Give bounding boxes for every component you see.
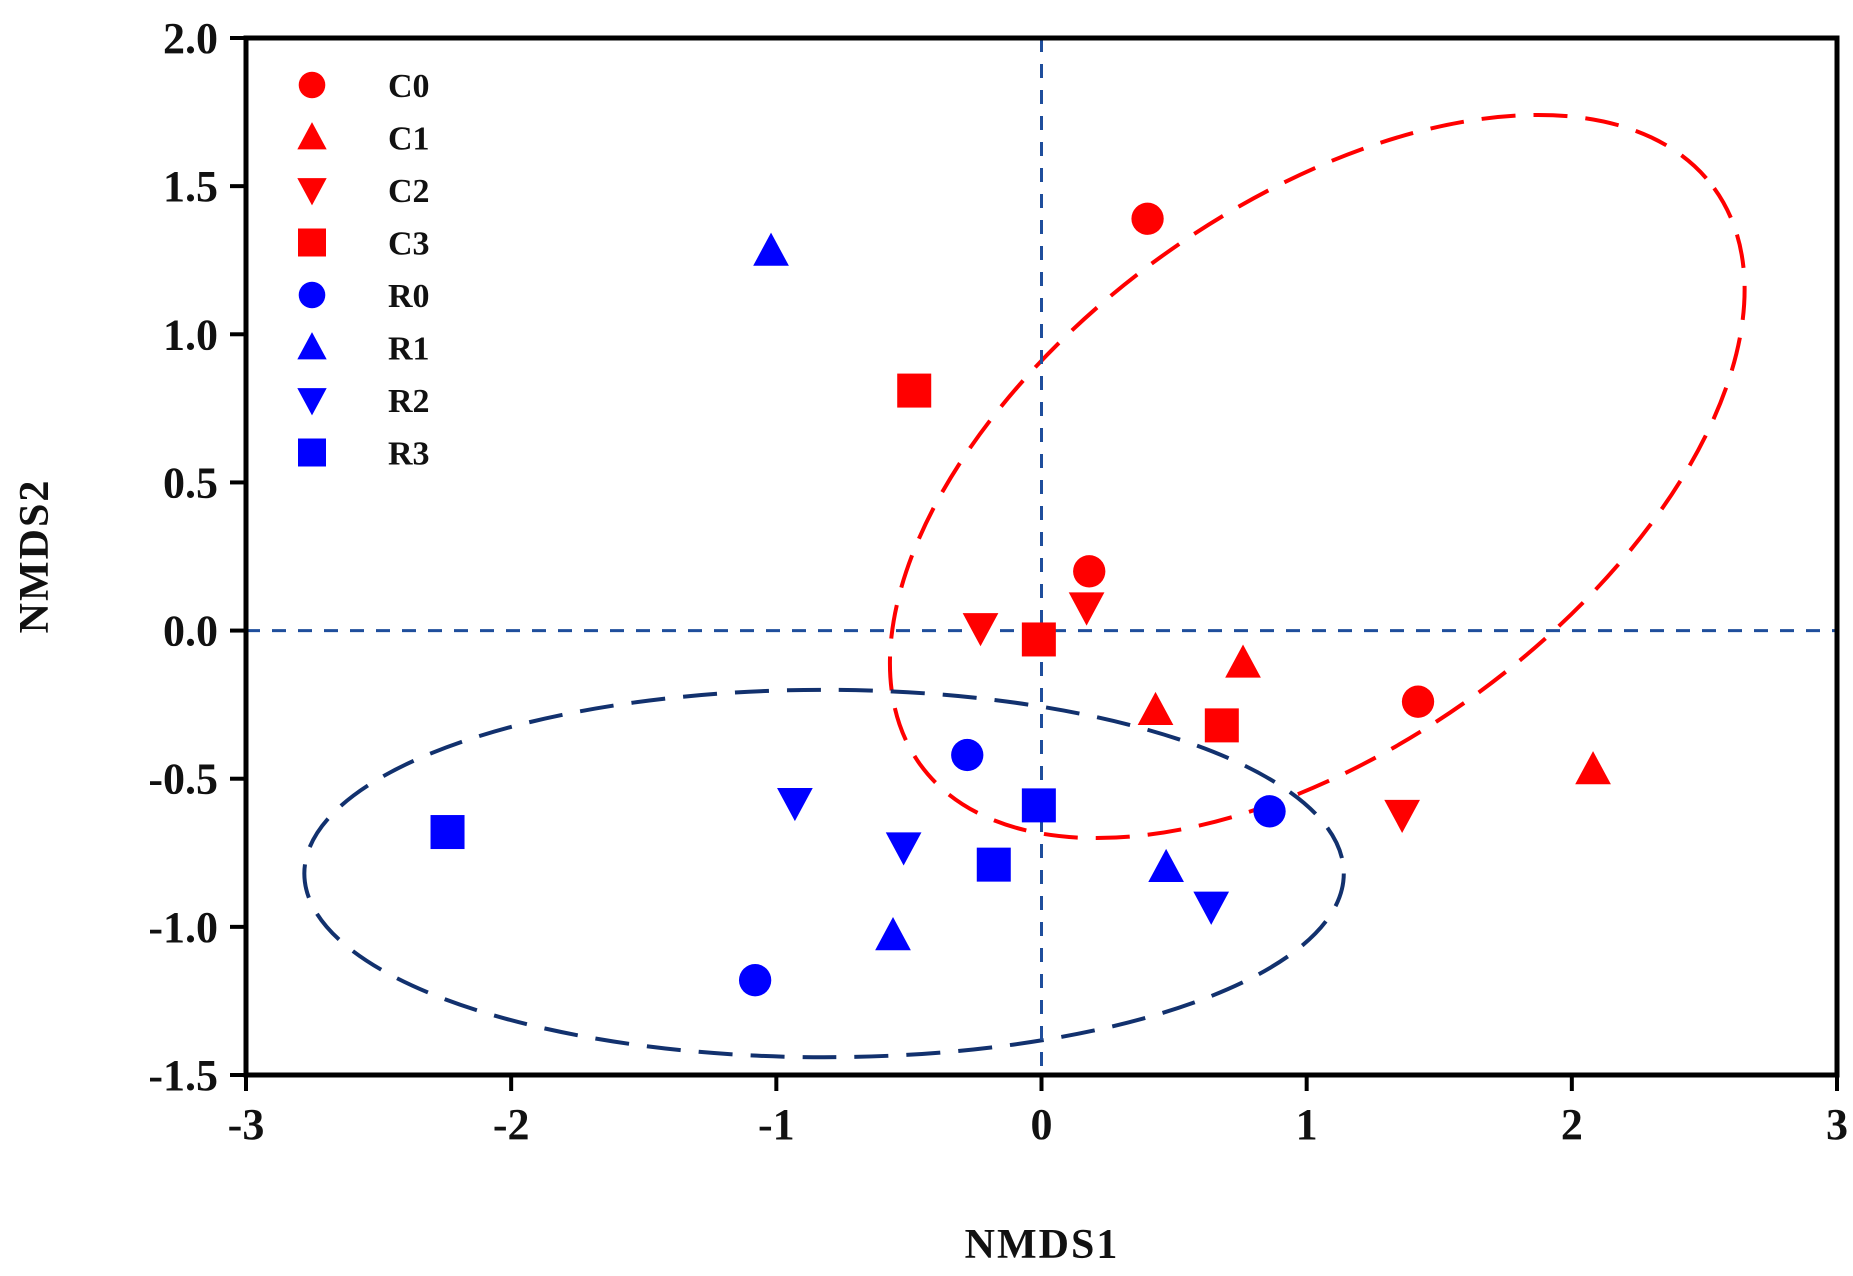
plot-frame (243, 35, 1840, 1078)
point-c2-1 (962, 613, 999, 647)
point-c0-3 (1401, 685, 1435, 718)
point-r1-2 (1148, 848, 1184, 883)
point-r0-2 (1253, 795, 1286, 828)
legend-marker-c1 (297, 122, 327, 150)
point-c2-2 (1068, 592, 1105, 626)
x-tick-label: 1 (1296, 1100, 1318, 1149)
point-c2-3 (1384, 799, 1420, 833)
y-tick-label: -0.5 (148, 755, 218, 804)
point-c1-2 (1137, 691, 1174, 726)
legend-marker-r0 (298, 281, 326, 309)
point-r2-1 (777, 787, 813, 822)
y-tick-label: -1.0 (148, 903, 218, 952)
x-tick-label: -3 (228, 1100, 265, 1149)
y-tick-label: -1.5 (148, 1051, 218, 1100)
legend-label-c2: C2 (388, 173, 430, 210)
legend-label-r3: R3 (388, 436, 430, 473)
point-r1-3 (875, 917, 911, 951)
legend-label-c0: C0 (388, 68, 430, 105)
legend-label-r1: R1 (388, 331, 430, 368)
legend: C0 C1 C2 C3 R0 R1 R2 R3 (297, 68, 430, 473)
y-tick-label: 2.0 (163, 14, 218, 63)
legend-marker-c2 (297, 178, 327, 206)
legend-marker-c3 (298, 228, 326, 257)
legend-marker-c0 (298, 71, 326, 99)
legend-label-c3: C3 (388, 226, 430, 263)
point-c3-3 (1204, 708, 1239, 743)
point-r0-1 (951, 738, 984, 772)
point-r1-1 (753, 232, 789, 266)
x-tick-label: 3 (1826, 1100, 1848, 1149)
x-tick-label: -2 (493, 1100, 530, 1149)
x-axis-label: NMDS1 (965, 1222, 1120, 1268)
y-tick-label: 0.0 (163, 607, 218, 656)
point-r3-2 (1021, 788, 1056, 823)
data-points (430, 202, 1611, 997)
point-c0-1 (1131, 202, 1164, 235)
ellipse-r-group (302, 687, 1346, 1060)
legend-marker-r1 (297, 332, 327, 360)
point-c3-1 (897, 373, 932, 408)
axis-ticks: -3 -2 -1 0 1 2 3 -1.5 -1.0 -0.5 0.0 0.5 1.0 1.5 2.0 (148, 14, 1848, 1149)
legend-marker-r3 (298, 438, 326, 467)
x-tick-label: 2 (1561, 1100, 1583, 1149)
point-c1-3 (1575, 751, 1611, 785)
point-c1-1 (1225, 644, 1261, 678)
point-r0-3 (738, 964, 772, 997)
legend-label-c1: C1 (388, 121, 430, 158)
point-c3-2 (1021, 622, 1056, 657)
point-c0-2 (1073, 555, 1106, 588)
point-r3-1 (430, 815, 465, 850)
point-r3-3 (976, 847, 1011, 882)
legend-label-r0: R0 (388, 278, 430, 315)
group-ellipses (302, 112, 1747, 1060)
y-tick-label: 0.5 (163, 458, 218, 507)
y-axis-label: NMDS2 (12, 479, 58, 634)
legend-marker-r2 (297, 388, 327, 416)
point-r2-2 (885, 832, 922, 866)
y-tick-label: 1.0 (163, 310, 218, 359)
legend-label-r2: R2 (388, 383, 430, 420)
point-r2-3 (1193, 891, 1230, 925)
y-tick-label: 1.5 (163, 162, 218, 211)
x-tick-label: -1 (758, 1100, 795, 1149)
x-tick-label: 0 (1031, 1100, 1053, 1149)
ellipse-c-group (887, 112, 1747, 841)
